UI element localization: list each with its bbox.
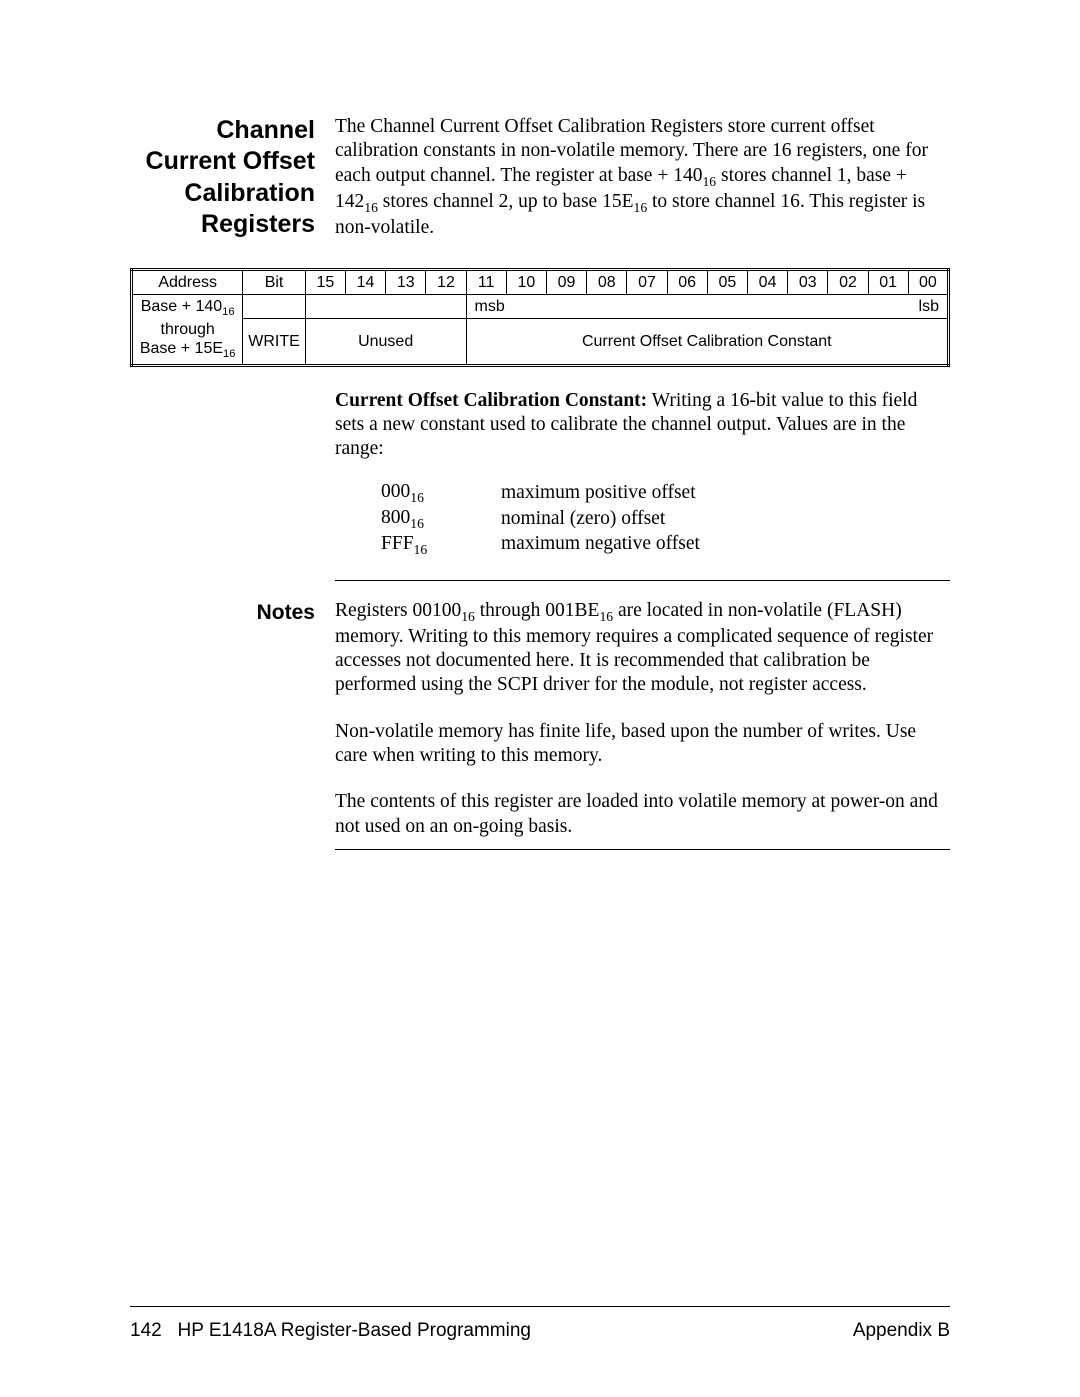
constant-cell: Current Offset Calibration Constant — [466, 319, 948, 365]
offset-val-sub: 16 — [414, 542, 428, 557]
notes-p1b: through 001BE — [475, 600, 600, 621]
notes-p3: The contents of this register are loaded… — [335, 790, 950, 839]
blank-unused-top — [305, 295, 466, 319]
msb-label: msb — [475, 297, 505, 316]
offset-row: FFF16 maximum negative offset — [381, 532, 700, 558]
addr-s2: 16 — [223, 348, 235, 360]
offset-desc: nominal (zero) offset — [501, 506, 700, 532]
msb-row: Base + 14016 through Base + 15E16 msb ls… — [132, 295, 949, 319]
page-number: 142 — [130, 1320, 162, 1341]
register-bit-table: Address Bit 15 14 13 12 11 10 09 08 07 0… — [130, 268, 950, 367]
offset-row: 80016 nominal (zero) offset — [381, 506, 700, 532]
section-header: Channel Current Offset Calibration Regis… — [130, 115, 950, 240]
separator-rule-2 — [335, 849, 950, 850]
constant-para: Current Offset Calibration Constant: Wri… — [335, 389, 950, 462]
col-address: Address — [132, 270, 243, 295]
notes-p2: Non-volatile memory has finite life, bas… — [335, 720, 950, 769]
offset-val-text: 800 — [381, 507, 410, 528]
msb-lsb-cell: msb lsb — [466, 295, 948, 319]
footer-left: 142 HP E1418A Register-Based Programming — [130, 1320, 531, 1342]
footer-title: HP E1418A Register-Based Programming — [178, 1320, 531, 1341]
notes-p1s2: 16 — [599, 609, 613, 624]
bit-02: 02 — [828, 270, 868, 295]
bit-03: 03 — [788, 270, 828, 295]
addr-s1: 16 — [222, 306, 234, 318]
offset-row: 00016 maximum positive offset — [381, 480, 700, 506]
notes-block: Notes Registers 0010016 through 001BE16 … — [130, 599, 950, 851]
bit-12: 12 — [426, 270, 466, 295]
notes-label: Notes — [130, 599, 315, 851]
bit-14: 14 — [345, 270, 385, 295]
write-label: WRITE — [243, 319, 305, 365]
constant-body: Current Offset Calibration Constant: Wri… — [335, 389, 950, 599]
section-title: Channel Current Offset Calibration Regis… — [130, 115, 315, 240]
offset-val: FFF16 — [381, 532, 501, 558]
page-footer: 142 HP E1418A Register-Based Programming… — [130, 1320, 950, 1342]
addr-l1: Base + 140 — [141, 298, 222, 315]
offset-val-sub: 16 — [410, 516, 424, 531]
offset-val-sub: 16 — [410, 490, 424, 505]
addr-l3: Base + 15E — [140, 340, 223, 357]
blank-cell — [243, 295, 305, 319]
lsb-label: lsb — [919, 297, 939, 316]
bit-05: 05 — [707, 270, 747, 295]
bit-07: 07 — [627, 270, 667, 295]
intro-sub-3: 16 — [634, 200, 648, 215]
notes-p1a: Registers 00100 — [335, 600, 461, 621]
offset-desc: maximum positive offset — [501, 480, 700, 506]
bit-13: 13 — [386, 270, 426, 295]
bit-06: 06 — [667, 270, 707, 295]
bit-10: 10 — [506, 270, 546, 295]
footer-rule — [130, 1306, 950, 1307]
intro-sub-2: 16 — [364, 200, 378, 215]
bit-09: 09 — [546, 270, 586, 295]
offset-val-text: FFF — [381, 533, 414, 554]
offset-val: 80016 — [381, 506, 501, 532]
bit-15: 15 — [305, 270, 345, 295]
offset-val-text: 000 — [381, 481, 410, 502]
constant-block: Current Offset Calibration Constant: Wri… — [130, 389, 950, 599]
bit-01: 01 — [868, 270, 908, 295]
address-range: Base + 14016 through Base + 15E16 — [132, 295, 243, 365]
bit-04: 04 — [747, 270, 787, 295]
offset-val: 00016 — [381, 480, 501, 506]
intro-text-3: stores channel 2, up to base 15E — [378, 191, 634, 212]
notes-body: Registers 0010016 through 001BE16 are lo… — [335, 599, 950, 851]
intro-sub-1: 16 — [702, 174, 716, 189]
write-row: WRITE Unused Current Offset Calibration … — [132, 319, 949, 365]
table-header-row: Address Bit 15 14 13 12 11 10 09 08 07 0… — [132, 270, 949, 295]
spacer-left — [130, 389, 315, 599]
separator-rule — [335, 580, 950, 581]
notes-p1: Registers 0010016 through 001BE16 are lo… — [335, 599, 950, 698]
offset-range-table: 00016 maximum positive offset 80016 nomi… — [381, 480, 700, 558]
col-bit: Bit — [243, 270, 305, 295]
notes-p1s1: 16 — [461, 609, 475, 624]
bit-00: 00 — [908, 270, 948, 295]
bit-08: 08 — [587, 270, 627, 295]
unused-cell: Unused — [305, 319, 466, 365]
offset-desc: maximum negative offset — [501, 532, 700, 558]
section-intro: The Channel Current Offset Calibration R… — [335, 115, 950, 240]
constant-label: Current Offset Calibration Constant: — [335, 390, 647, 411]
addr-l2: through — [161, 321, 215, 338]
footer-right: Appendix B — [853, 1320, 950, 1342]
bit-11: 11 — [466, 270, 506, 295]
